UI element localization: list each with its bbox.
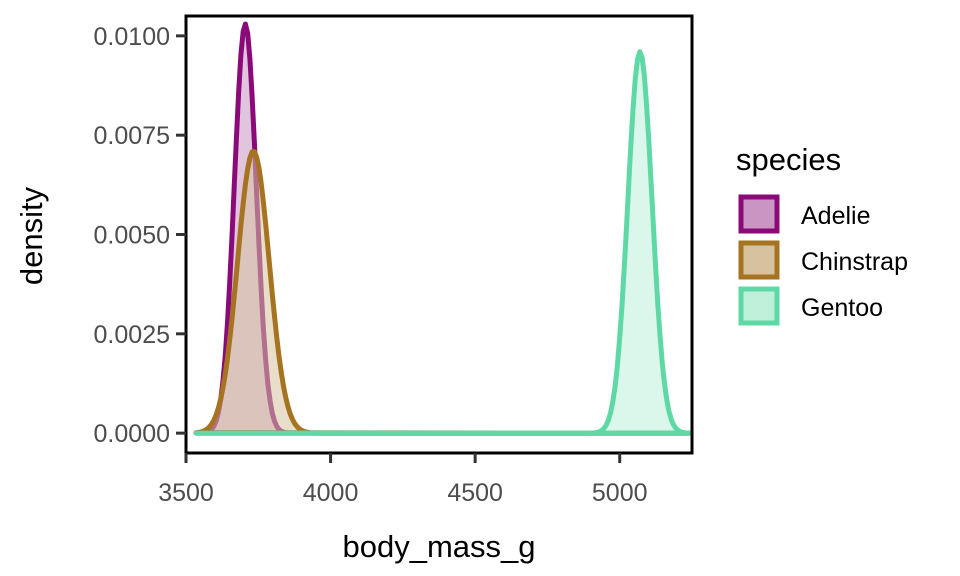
- y-tick-label: 0.0100: [94, 23, 170, 51]
- legend: species Adelie Chinstrap Gentoo: [736, 142, 908, 326]
- x-tick-label: 4500: [447, 479, 503, 507]
- y-tick-label: 0.0000: [94, 420, 170, 448]
- y-axis: 0.0000 0.0025 0.0050 0.0075 0.0100: [94, 23, 186, 448]
- x-tick-label: 3500: [158, 479, 214, 507]
- legend-label-adelie: Adelie: [801, 202, 871, 230]
- y-tick-label: 0.0025: [94, 321, 170, 349]
- legend-key-gentoo: [738, 286, 780, 326]
- x-axis: 3500 4000 4500 5000: [158, 453, 648, 507]
- legend-label-chinstrap: Chinstrap: [801, 248, 908, 276]
- legend-key-chinstrap: [738, 240, 780, 280]
- x-tick-label: 5000: [592, 479, 648, 507]
- density-area-gentoo: [193, 49, 692, 436]
- y-tick-label: 0.0075: [94, 122, 170, 150]
- density-areas: [193, 21, 692, 436]
- legend-title: species: [736, 142, 841, 177]
- x-axis-title: body_mass_g: [342, 529, 535, 564]
- x-tick-label: 4000: [303, 479, 359, 507]
- y-axis-title: density: [14, 186, 49, 285]
- legend-label-gentoo: Gentoo: [801, 294, 883, 322]
- legend-key-adelie: [738, 194, 780, 234]
- y-tick-label: 0.0050: [94, 222, 170, 250]
